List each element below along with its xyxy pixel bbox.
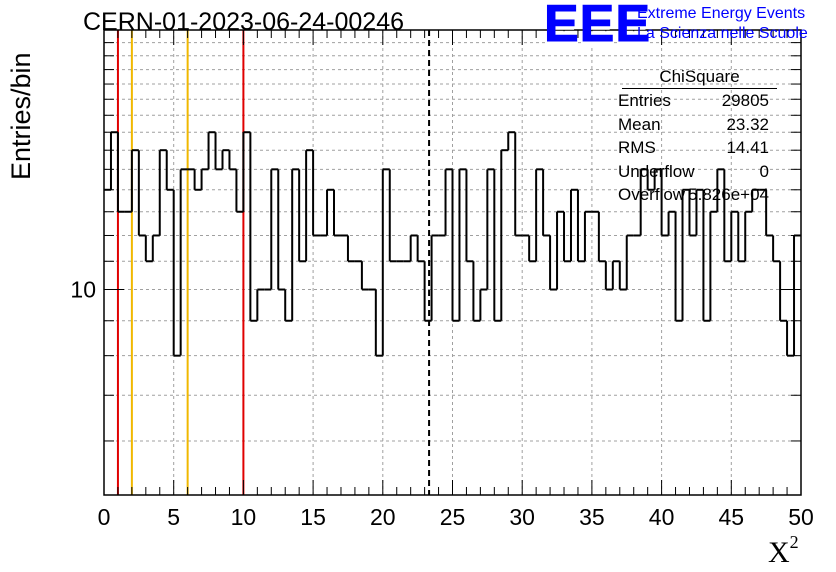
- stats-row: Underflow 0: [612, 160, 777, 184]
- logo-line-1: Extreme Energy Events: [637, 5, 806, 22]
- x-tick-label: 25: [440, 504, 466, 530]
- y-tick-labels: 10: [70, 277, 96, 303]
- stats-row: Overflow 5.826e+04: [612, 183, 777, 207]
- x-tick-label: 20: [370, 504, 396, 530]
- x-tick-label: 5: [167, 504, 180, 530]
- stats-row: Mean 23.32: [612, 113, 777, 137]
- stats-key: Entries: [618, 91, 671, 110]
- stats-value: 5.826e+04: [688, 185, 769, 204]
- x-tick-label: 50: [788, 504, 814, 530]
- stats-key: RMS: [618, 138, 656, 157]
- stats-value: 14.41: [726, 138, 769, 157]
- stats-key: Overflow: [618, 185, 686, 204]
- chart-title: CERN-01-2023-06-24-00246: [83, 8, 405, 36]
- x-tick-labels: 0 5 10 15 20 25 30 35 40 45 50: [98, 504, 814, 530]
- axes: [103, 29, 802, 496]
- x-tick-label: 40: [649, 504, 675, 530]
- stats-header: ChiSquare: [622, 66, 777, 89]
- stats-value: 0: [759, 161, 769, 181]
- stats-row: Entries 29805: [612, 89, 777, 113]
- logo-line-2: La Scienza nelle Scuole: [637, 25, 808, 42]
- stats-box: ChiSquare Entries 29805 Mean 23.32 RMS 14.4…: [612, 66, 777, 207]
- y-tick-label: 10: [70, 277, 96, 303]
- stats-value: 23.32: [726, 114, 769, 134]
- x-tick-label: 15: [300, 504, 326, 530]
- x-axis-label-superscript: 2: [789, 532, 799, 552]
- x-tick-label: 45: [719, 504, 745, 530]
- x-axis-label: X2: [768, 532, 799, 570]
- x-tick-label: 10: [231, 504, 257, 530]
- y-axis-label: Entries/bin: [6, 52, 36, 180]
- x-tick-label: 30: [509, 504, 535, 530]
- histogram-series: [104, 131, 801, 357]
- stats-key: Underflow: [618, 161, 695, 181]
- logo-caption: Extreme Energy Events La Scienza nelle S…: [637, 4, 808, 44]
- threshold-lines: [116, 30, 431, 495]
- eee-logo: EEE: [543, 0, 652, 54]
- stats-key: Mean: [618, 114, 661, 134]
- x-tick-label: 0: [98, 504, 111, 530]
- stats-row: RMS 14.41: [612, 136, 777, 160]
- stats-value: 29805: [721, 91, 769, 110]
- x-tick-label: 35: [579, 504, 605, 530]
- x-axis-label-base: X: [768, 536, 790, 569]
